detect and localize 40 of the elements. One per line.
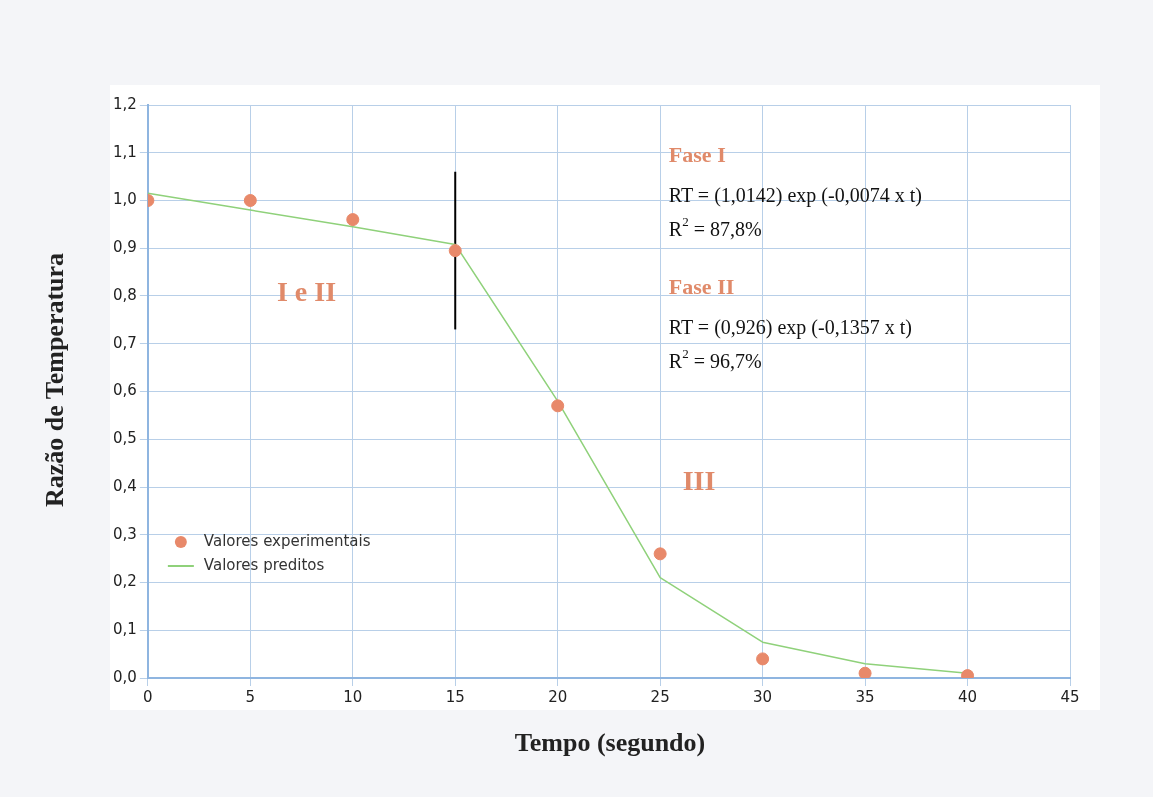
x-tick-label: 30 — [753, 687, 773, 706]
x-tick-label: 45 — [1060, 687, 1080, 706]
y-tick-label: 0,8 — [113, 285, 137, 304]
x-tick-label: 10 — [343, 687, 363, 706]
point — [756, 652, 770, 666]
point — [448, 244, 462, 258]
y-tick-label: 1,0 — [113, 190, 137, 209]
y-tick-label: 0,7 — [113, 333, 137, 352]
x-axis-title: Tempo (segundo) — [513, 728, 707, 758]
x-tick-label: 5 — [245, 687, 256, 706]
y-tick-label: 0,3 — [113, 524, 137, 543]
annotation: III — [682, 465, 716, 497]
y-tick-label: 0,9 — [113, 238, 137, 257]
y-tick-label: 0,1 — [113, 620, 137, 639]
x-tick-label: 20 — [548, 687, 568, 706]
x-tick-label: 25 — [650, 687, 670, 706]
y-tick-label: 0,4 — [113, 476, 137, 495]
annotation: Fase II — [668, 274, 735, 300]
x-tick-label: 0 — [143, 687, 153, 706]
annotation: RT = (1,0142) exp (-0,0074 x t) — [668, 183, 922, 207]
y-tick-label: 0,2 — [113, 572, 137, 591]
y-tick-label: 0,5 — [113, 429, 137, 448]
y-tick-label: 1,1 — [113, 142, 137, 161]
point — [858, 666, 872, 678]
annotation: RT = (0,926) exp (-0,1357 x t) — [668, 315, 912, 339]
legend-label: Valores preditos — [203, 555, 325, 574]
legend-label: Valores experimentais — [203, 531, 371, 550]
y-tick-label: 0,0 — [113, 667, 137, 686]
point — [653, 547, 667, 561]
point — [346, 213, 360, 227]
annotation: I e II — [276, 276, 337, 308]
point — [243, 194, 257, 207]
x-tick-label: 35 — [855, 687, 875, 706]
point — [551, 399, 565, 413]
y-axis-title: Razão de Temperatura — [40, 252, 70, 508]
annotation: Fase I — [668, 142, 726, 168]
x-tick-label: 40 — [957, 687, 978, 706]
y-tick-label: 1,2 — [113, 94, 137, 113]
x-tick-label: 15 — [445, 687, 465, 706]
y-tick-label: 0,6 — [113, 381, 137, 400]
